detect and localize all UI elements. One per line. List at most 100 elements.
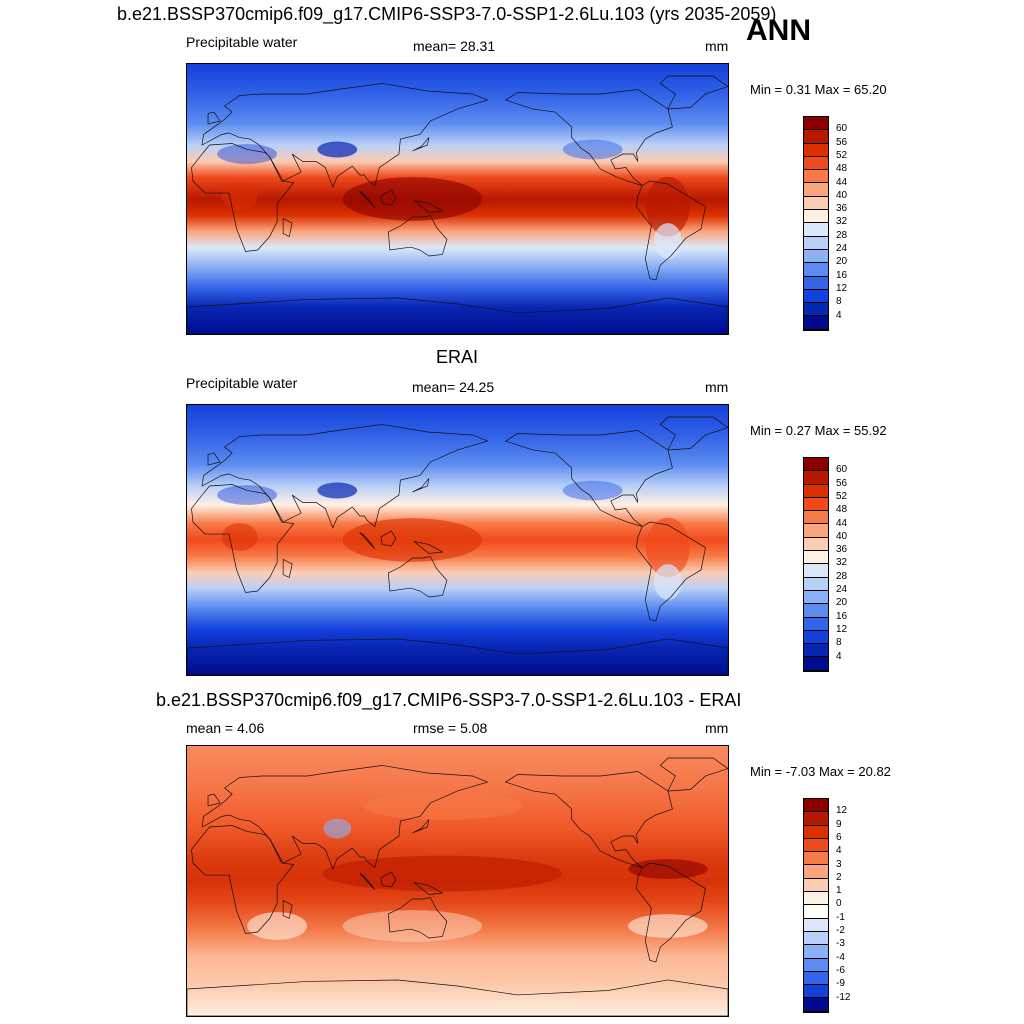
field-blob: [362, 792, 523, 820]
colorbar-swatch: [804, 537, 828, 552]
field-blob: [317, 482, 358, 499]
colorbar-swatch: [804, 236, 828, 250]
colorbar-swatches: [803, 798, 829, 1013]
colorbar-tick-label: 3: [836, 858, 842, 870]
colorbar-swatch: [804, 316, 828, 330]
colorbar-swatch: [804, 657, 828, 671]
colorbar-tick-label: 12: [836, 805, 848, 817]
colorbar-tick-label: -12: [836, 991, 851, 1003]
coastline: [201, 765, 489, 870]
coastline: [504, 430, 673, 527]
minmax-label: Min = -7.03 Max = 20.82: [750, 764, 891, 779]
field-blob: [645, 176, 690, 237]
colorbar-swatch: [804, 170, 828, 184]
colorbar-tick-label: 4: [836, 309, 842, 321]
mean-label: mean= 28.31: [413, 38, 496, 54]
colorbar-tick-label: -2: [836, 925, 845, 936]
colorbar-swatch: [804, 985, 828, 999]
coastlines: [187, 757, 728, 1016]
colorbar-swatch: [804, 918, 828, 932]
coastline: [191, 825, 295, 934]
panel-title: b.e21.BSSP370cmip6.f09_g17.CMIP6-SSP3-7.…: [117, 4, 777, 24]
map-obs: [186, 404, 729, 676]
colorbar-tick-label: 52: [836, 149, 848, 161]
colorbar-tick-label: 36: [836, 544, 848, 556]
coastline: [187, 979, 728, 1016]
colorbar-swatch: [804, 564, 828, 578]
colorbar-swatch: [804, 196, 828, 211]
coastline: [187, 638, 728, 675]
colorbar-swatch: [804, 210, 828, 224]
coastline: [387, 556, 448, 598]
colorbar-tick-label: 12: [836, 282, 848, 294]
minmax-label: Min = 0.27 Max = 55.92: [750, 423, 887, 438]
field-blob: [247, 912, 308, 940]
colorbar-tick-label: -1: [836, 911, 845, 923]
field-blob: [562, 480, 623, 501]
field-blob: [221, 523, 258, 551]
colorbar-swatch: [804, 303, 828, 317]
colorbar-tick-label: 20: [836, 597, 848, 609]
coastline: [282, 217, 293, 238]
colorbar-tick-label: 48: [836, 504, 848, 516]
colorbar-swatch: [804, 905, 828, 919]
colorbar-tick-label: 32: [836, 557, 848, 569]
colorbar-swatch: [804, 511, 828, 525]
colorbar-swatch: [804, 249, 828, 264]
colorbar-model: 60 56 52 48 44 40 36 32 28 24 20 16 12 8 4: [803, 116, 847, 331]
colorbar-swatch: [804, 156, 828, 171]
variable-label: Precipitable water: [186, 34, 298, 50]
colorbar-swatch: [804, 852, 828, 866]
colorbar-tick-label: 40: [836, 530, 848, 542]
colorbar-swatch: [804, 812, 828, 826]
colorbar-tick-label: 20: [836, 256, 848, 268]
colorbar-tick-label: 9: [836, 818, 842, 830]
colorbar-tick-label: 12: [836, 623, 848, 635]
colorbar-swatch: [804, 878, 828, 893]
coastline: [187, 297, 728, 334]
coastline: [207, 111, 221, 125]
field-blob: [217, 485, 278, 505]
colorbar-tick-label: 6: [836, 831, 842, 843]
coastline: [659, 75, 728, 110]
colorbar-swatch: [804, 458, 828, 472]
colorbar-tick-label: 44: [836, 176, 848, 188]
unit-label: mm: [705, 720, 729, 736]
coastline: [413, 200, 444, 213]
colorbar-obs: 60 56 52 48 44 40 36 32 28 24 20 16 12 8 4: [803, 457, 847, 672]
coastline: [635, 862, 706, 963]
season-label: ANN: [746, 14, 811, 47]
coastline: [282, 558, 293, 579]
coastline: [359, 532, 376, 550]
coastline: [359, 873, 376, 891]
colorbar-tick-label: 16: [836, 610, 848, 622]
coastline: [504, 771, 673, 868]
field-blob: [628, 914, 708, 938]
field-blob: [653, 223, 682, 259]
colorbar-swatch: [804, 644, 828, 658]
colorbar-swatch: [804, 143, 828, 157]
field-blob: [562, 139, 623, 160]
field-blob: [317, 141, 358, 158]
colorbar-swatch: [804, 617, 828, 631]
colorbar-swatch: [804, 958, 828, 972]
colorbar-swatch: [804, 577, 828, 591]
colorbar-swatches: [803, 457, 829, 672]
colorbar-tick-label: 8: [836, 637, 842, 649]
coastline: [387, 215, 448, 257]
coastline: [380, 189, 397, 206]
colorbar-swatch: [804, 551, 828, 565]
colorbar-swatch: [804, 799, 828, 813]
colorbar-swatch: [804, 931, 828, 946]
mean-label: mean = 4.06: [186, 720, 265, 736]
coastline: [412, 137, 430, 152]
rmse-label: rmse = 5.08: [413, 720, 488, 736]
coastline: [207, 793, 221, 807]
unit-label: mm: [705, 379, 729, 395]
colorbar-swatch: [804, 865, 828, 879]
field-blob: [628, 859, 708, 879]
colorbar-swatch: [804, 998, 828, 1012]
coastline: [413, 541, 444, 554]
colorbar-tick-label: 44: [836, 517, 848, 529]
colorbar-swatch: [804, 497, 828, 512]
